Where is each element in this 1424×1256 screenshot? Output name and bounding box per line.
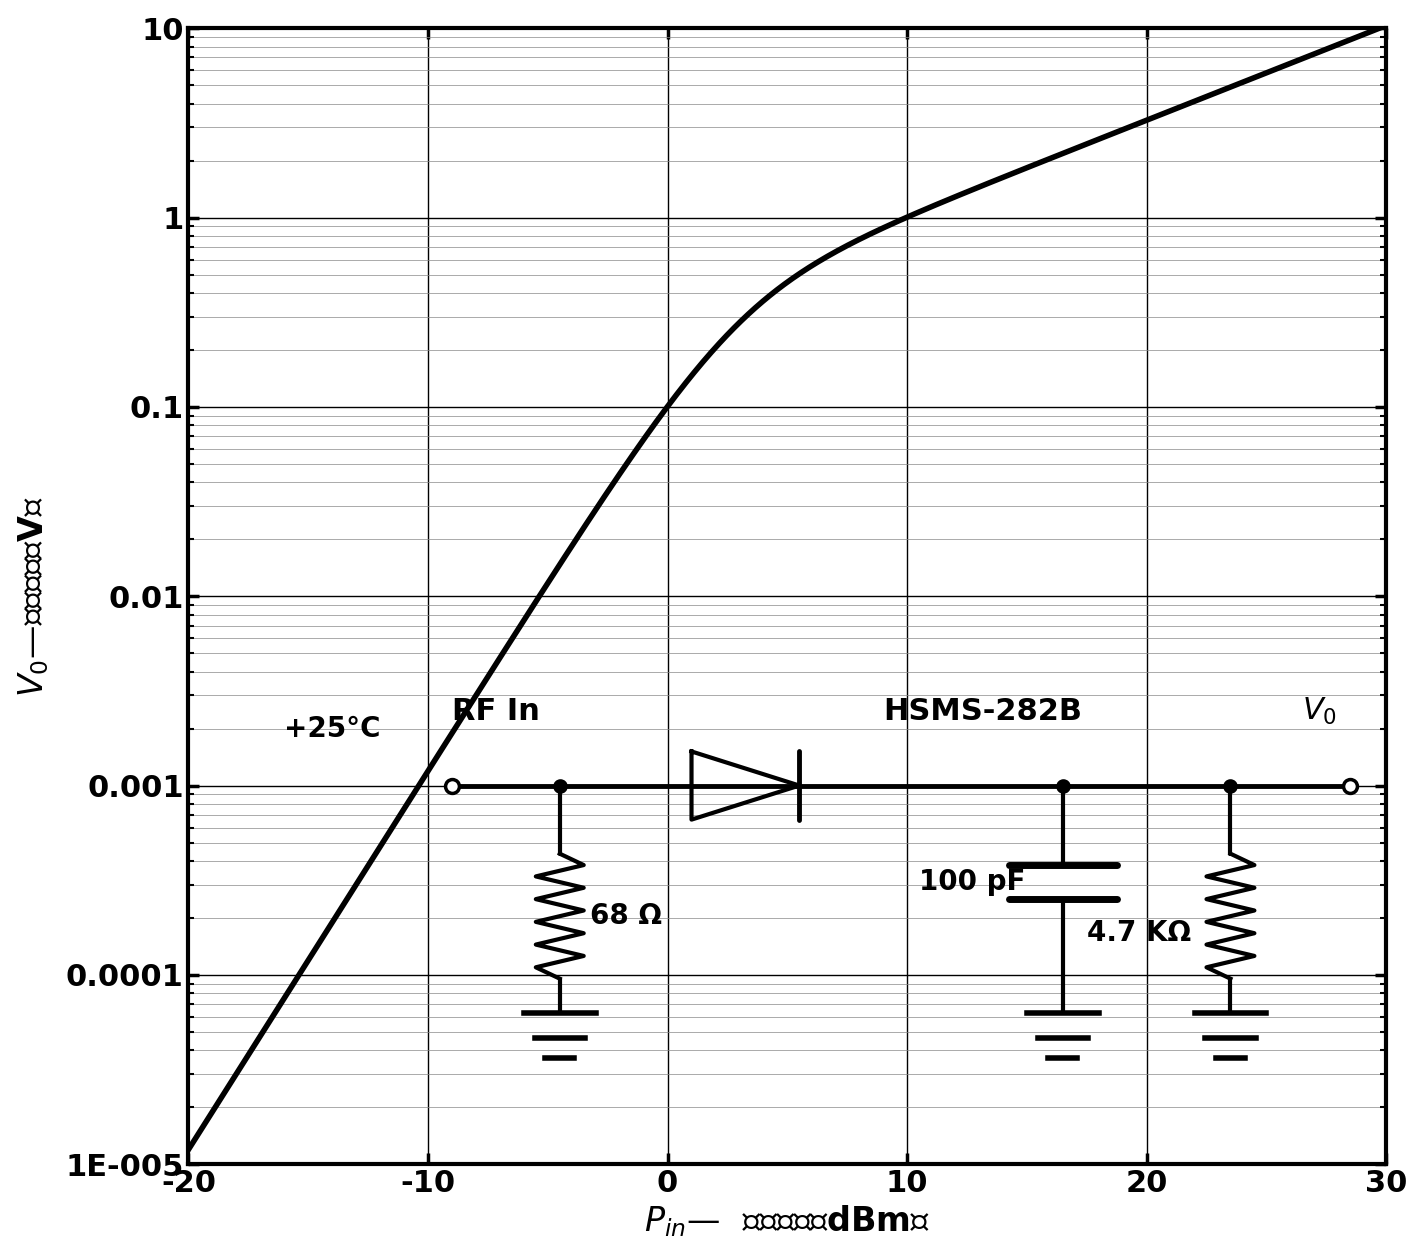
Text: 100 pF: 100 pF (918, 868, 1025, 896)
Y-axis label: $V_0$—输出电压（V）: $V_0$—输出电压（V） (17, 496, 51, 697)
Text: RF In: RF In (451, 697, 540, 726)
Text: +25°C: +25°C (285, 715, 380, 742)
Text: HSMS-282B: HSMS-282B (883, 697, 1082, 726)
Text: 68 Ω: 68 Ω (590, 902, 662, 931)
X-axis label: $P_{in}$—  输入功率（dBm）: $P_{in}$— 输入功率（dBm） (644, 1203, 930, 1240)
Text: $V_0$: $V_0$ (1303, 696, 1337, 727)
Text: 4.7 KΩ: 4.7 KΩ (1087, 919, 1190, 947)
